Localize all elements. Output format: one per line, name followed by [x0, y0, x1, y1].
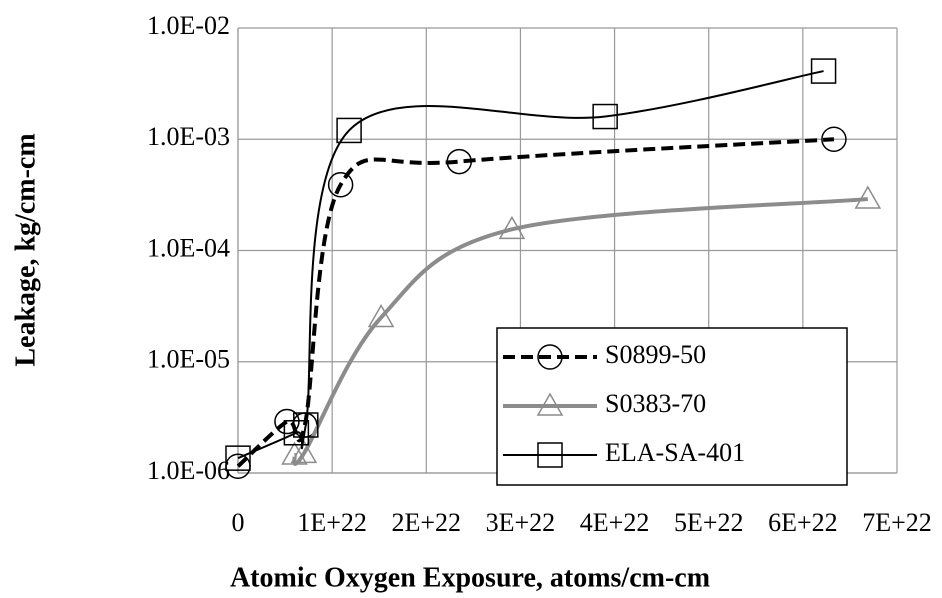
marker — [274, 408, 300, 435]
y-tick-label: 1.0E-04 — [147, 233, 230, 262]
x-tick-label: 7E+22 — [862, 508, 932, 537]
marker — [327, 171, 354, 198]
series-line — [237, 70, 824, 460]
series-line — [236, 137, 835, 468]
series-line — [292, 197, 868, 466]
y-axis-title: Leakage, kg/cm-cm — [10, 133, 41, 366]
y-tick-label: 1.0E-02 — [147, 11, 230, 40]
marker — [281, 441, 308, 465]
x-tick-label: 1E+22 — [297, 508, 367, 537]
x-tick-label: 3E+22 — [486, 508, 556, 537]
x-axis-title: Atomic Oxygen Exposure, atoms/cm-cm — [230, 562, 710, 593]
marker — [225, 445, 251, 471]
y-tick-label: 1.0E-06 — [147, 456, 230, 485]
marker — [293, 412, 319, 438]
marker — [810, 58, 837, 84]
marker — [854, 185, 882, 209]
marker — [537, 344, 563, 370]
x-tick-label: 6E+22 — [768, 508, 838, 537]
marker — [446, 148, 472, 175]
y-tick-label: 1.0E-05 — [147, 345, 230, 374]
marker — [283, 420, 310, 446]
marker — [536, 392, 564, 416]
marker — [821, 126, 847, 152]
marker — [367, 303, 395, 328]
legend-label: ELA-SA-401 — [605, 438, 745, 467]
x-tick-label: 4E+22 — [580, 508, 650, 537]
x-tick-label: 2E+22 — [392, 508, 462, 537]
marker — [336, 117, 362, 144]
y-tick-label: 1.0E-03 — [147, 122, 230, 151]
x-tick-label: 5E+22 — [674, 508, 744, 537]
legend-label: S0383-70 — [605, 389, 706, 418]
x-tick-label: 0 — [232, 508, 245, 537]
legend: S0899-50 S0383-70 ELA-SA-401 — [496, 327, 848, 486]
marker — [498, 215, 526, 240]
legend-label: S0899-50 — [605, 340, 706, 369]
marker — [537, 442, 563, 468]
marker — [290, 439, 318, 464]
marker — [592, 103, 618, 130]
